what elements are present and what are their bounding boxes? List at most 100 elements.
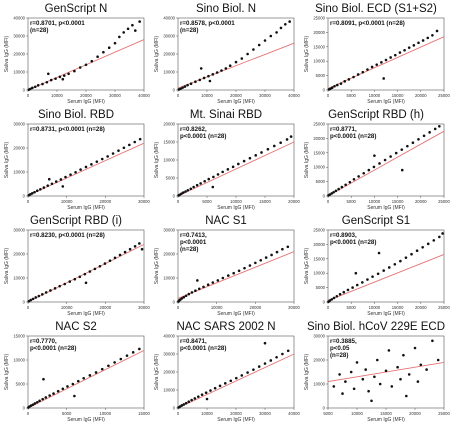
data-point <box>333 84 336 88</box>
data-point <box>370 399 373 403</box>
y-tick-label: 0 <box>173 300 176 305</box>
correlation-stat: (n=28) <box>330 352 348 359</box>
x-axis-label: Serum IgG (MFI) <box>217 205 255 211</box>
data-point <box>417 41 420 45</box>
data-point <box>436 358 440 362</box>
data-point <box>213 386 217 390</box>
y-tick-label: 10000 <box>163 388 175 393</box>
data-point <box>206 283 210 287</box>
data-point <box>29 298 33 302</box>
data-point <box>45 80 49 84</box>
data-point <box>88 270 92 273</box>
correlation-stat: r=0.8578, p<0.0001 <box>180 20 235 27</box>
data-point <box>416 380 420 383</box>
data-point <box>211 281 215 284</box>
data-point <box>431 339 434 343</box>
data-point <box>356 73 360 76</box>
plot-frame <box>27 123 145 197</box>
data-point <box>224 67 228 70</box>
y-tick-label: 10000 <box>163 276 175 281</box>
data-point <box>269 359 273 362</box>
y-axis-label: Saliva IgG (MFI) <box>4 247 10 284</box>
data-point <box>61 185 65 188</box>
data-point <box>29 404 33 407</box>
y-tick-label: 25000 <box>313 122 325 127</box>
scatter-plot: 5000 10000 15000 20000 25000 0 10000 20000 30000… <box>304 334 450 424</box>
x-tick-label: 10000 <box>369 199 381 204</box>
data-point <box>330 192 334 195</box>
y-tick-label: 20000 <box>313 242 325 247</box>
data-point <box>343 80 347 83</box>
data-point <box>387 266 391 269</box>
data-point <box>93 267 97 271</box>
data-point <box>252 368 255 371</box>
data-point <box>203 179 206 183</box>
data-point <box>281 247 284 251</box>
x-axis-label: Serum IgG (MFI) <box>67 99 105 105</box>
data-point <box>329 87 332 91</box>
y-tick-label: 5000 <box>166 176 176 181</box>
data-point <box>341 392 344 395</box>
data-point <box>41 397 44 401</box>
data-point <box>410 252 413 256</box>
y-axis-label: Saliva IgG (MFI) <box>154 35 160 72</box>
data-point <box>347 78 351 81</box>
y-tick-label: 30000 <box>13 122 25 127</box>
y-tick-label: 20000 <box>163 252 175 257</box>
x-tick-label: 0 <box>177 199 180 204</box>
data-point <box>288 20 291 23</box>
data-point <box>58 284 62 288</box>
x-axis-label: Serum IgG (MFI) <box>367 99 405 105</box>
data-point <box>286 349 290 353</box>
scatter-panel: 0 5000 10000 15000 20000 25000 0 5000 10000 15000… <box>302 0 450 106</box>
x-tick-label: 20000 <box>415 305 427 310</box>
data-point <box>275 250 279 254</box>
data-point <box>237 269 241 273</box>
x-axis-label: Serum IgG (MFI) <box>367 417 405 423</box>
x-tick-label: 30000 <box>109 93 121 98</box>
data-point <box>339 82 343 85</box>
scatter-panel: 0 5000 10000 15000 20000 25000 0 5000 10000 15000… <box>302 212 450 318</box>
data-point <box>61 387 65 391</box>
x-tick-label: 0 <box>327 199 330 204</box>
y-tick-label: 0 <box>23 406 26 411</box>
data-point <box>113 256 117 260</box>
data-point <box>419 363 423 367</box>
data-point <box>131 351 135 354</box>
x-tick-label: 5000 <box>323 411 333 416</box>
correlation-stat: r=0.8230, p<0.0001 (n=28) <box>30 232 105 239</box>
data-point <box>198 78 202 82</box>
data-point <box>102 50 105 54</box>
data-point <box>73 277 77 281</box>
x-axis-label: Serum IgG (MFI) <box>367 311 405 317</box>
data-point <box>199 67 203 70</box>
data-point <box>263 39 267 42</box>
correlation-stat: (n=28) <box>180 27 198 34</box>
x-tick-label: 10000 <box>230 199 242 204</box>
data-point <box>403 48 406 52</box>
data-point <box>216 173 220 176</box>
data-point <box>264 256 268 259</box>
data-point <box>257 365 261 368</box>
data-point <box>373 154 376 157</box>
panel-title: Sino Biol. ECD (S1+S2) <box>315 3 437 15</box>
data-point <box>234 60 238 64</box>
data-point <box>138 20 141 23</box>
x-tick-label: 0 <box>177 305 180 310</box>
data-point <box>182 403 186 406</box>
data-point <box>196 279 199 282</box>
scatter-panel: 0 10000 20000 30000 0 10000 20000 30000 Serum Ig… <box>152 212 300 318</box>
x-tick-label: 20000 <box>250 305 262 310</box>
x-tick-label: 15000 <box>380 411 392 416</box>
data-point <box>183 85 187 88</box>
scatter-panel: 0 5000 10000 15000 20000 0 5000 10000 15000 20000… <box>152 106 300 212</box>
trend-line <box>177 141 295 197</box>
data-point <box>41 293 44 296</box>
data-point <box>362 171 366 175</box>
y-tick-label: 15000 <box>313 150 325 155</box>
data-point <box>266 147 270 151</box>
data-point <box>246 371 249 374</box>
data-point <box>432 239 436 242</box>
data-point <box>330 298 334 301</box>
data-point <box>119 357 123 361</box>
